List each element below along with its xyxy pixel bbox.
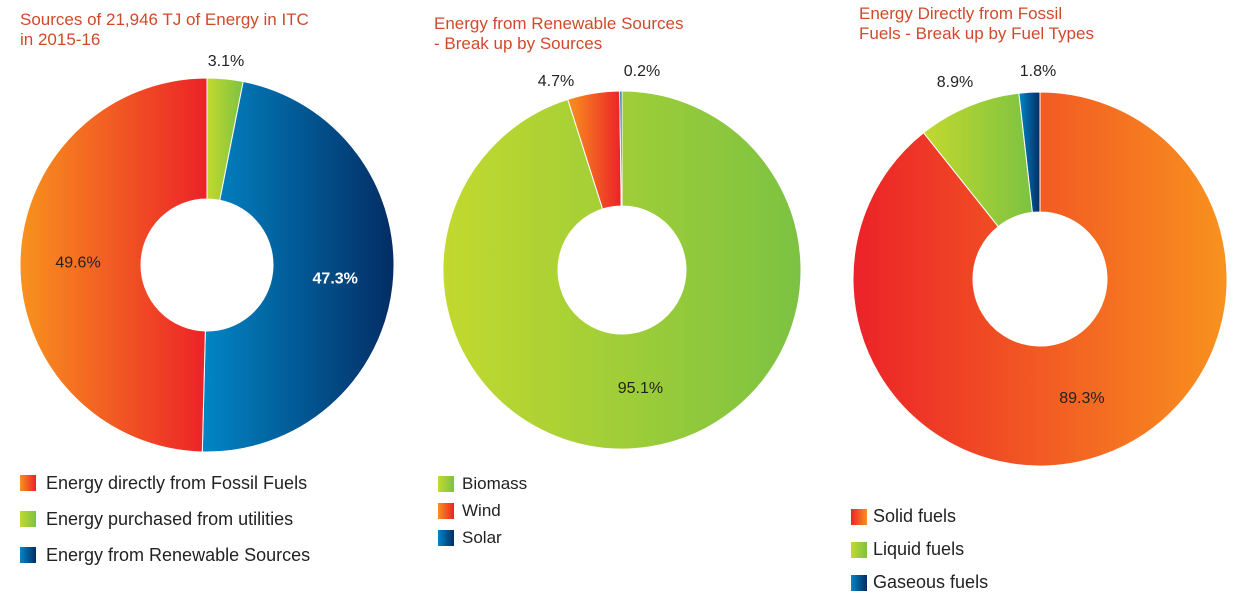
chart-panel-renewable: Energy from Renewable Sources - Break up… [420,0,830,603]
chart-legend: Solid fuels Liquid fuels Gaseous fuels [851,500,988,599]
data-label: 47.3% [313,270,358,287]
chart-title: Sources of 21,946 TJ of Energy in ITC in… [20,10,309,49]
data-label: 3.1% [208,53,244,70]
legend-swatch [20,511,36,527]
legend-swatch [20,547,36,563]
legend-swatch [438,502,454,519]
legend-item: Solar [438,524,527,551]
pie-slice-gaseous-fuels [1018,91,1041,213]
donut-chart-renewable: 95.1% 4.7% 0.2% [442,63,802,450]
chart-legend: Biomass Wind Solar [438,470,527,551]
legend-swatch [851,508,867,525]
legend-item: Biomass [438,470,527,497]
donut-chart-fossil: 89.3% 8.9% 1.8% [852,63,1228,467]
legend-label: Liquid fuels [873,539,965,559]
legend-label: Biomass [462,473,528,493]
data-label: 0.2% [624,63,660,80]
legend-item: Solid fuels [851,500,988,533]
chart-title: Energy Directly from Fossil Fuels - Brea… [859,4,1094,43]
pie-slice-solar [619,90,623,207]
legend-swatch [438,475,454,492]
legend-item: Energy directly from Fossil Fuels [20,465,310,501]
legend-label: Wind [462,500,501,520]
chart-title: Energy from Renewable Sources - Break up… [434,14,684,53]
pie-slice-biomass [442,90,802,450]
data-label: 49.6% [55,255,100,272]
legend-swatch [851,541,867,558]
pie-slice-solid-fuels [852,91,1228,467]
chart-legend: Energy directly from Fossil Fuels Energy … [20,465,310,573]
pie-slice-energy-directly-from-fossil-fuels [19,77,208,453]
data-label: 89.3% [1059,390,1104,407]
legend-label: Solid fuels [873,506,957,526]
legend-item: Energy from Renewable Sources [20,537,310,573]
legend-swatch [438,529,454,546]
pie-slice-energy-from-renewable-sources [201,80,395,453]
legend-label: Gaseous fuels [873,572,989,592]
data-label: 1.8% [1020,63,1056,80]
legend-item: Liquid fuels [851,533,988,566]
legend-label: Solar [462,527,502,547]
donut-chart-sources: 3.1% 47.3% 49.6% [19,53,395,453]
legend-swatch [851,574,867,591]
legend-label: Energy from Renewable Sources [46,544,311,565]
data-label: 95.1% [618,380,663,397]
legend-item: Wind [438,497,527,524]
legend-item: Gaseous fuels [851,566,988,599]
data-label: 8.9% [937,74,973,91]
legend-item: Energy purchased from utilities [20,501,310,537]
legend-swatch [20,475,36,491]
legend-label: Energy purchased from utilities [46,508,294,529]
legend-label: Energy directly from Fossil Fuels [46,472,308,493]
data-label: 4.7% [538,73,574,90]
chart-panel-sources: Sources of 21,946 TJ of Energy in ITC in… [0,0,420,603]
chart-panel-fossil: Energy Directly from Fossil Fuels - Brea… [830,0,1246,603]
